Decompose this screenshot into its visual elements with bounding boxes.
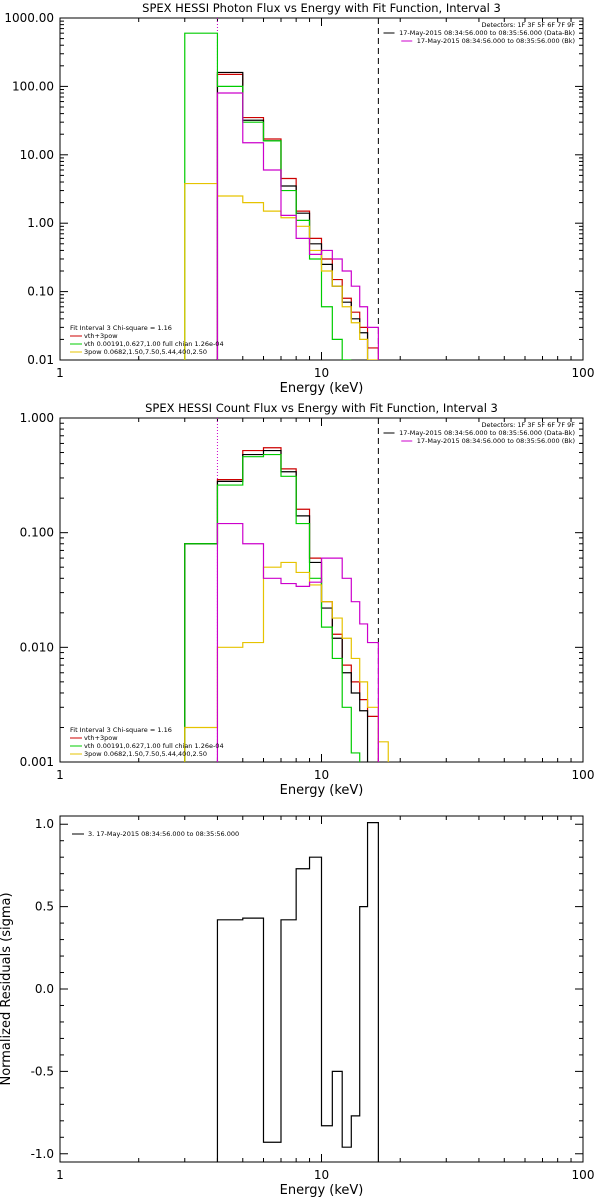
chart-panel-2: SPEX HESSI Count Flux vs Energy with Fit…	[20, 401, 595, 798]
series-1-step	[216, 821, 379, 1162]
legend-entry-3: vth 0.00191,0.627,1.00 full chian 1.26e-…	[84, 340, 224, 348]
x-tick-label: 1	[56, 1168, 64, 1182]
header-text-1: Detectors: 1F 3F 5F 6F 7F 9F	[481, 21, 575, 29]
y-axis-label: Normalized Residuals (sigma)	[0, 892, 14, 1085]
y-tick-label: -0.5	[31, 1064, 54, 1078]
chart-panel-3: 1 10 100 Energy (keV) -1.0 -0.5 0.0 0.5 1.0 Norma…	[0, 815, 595, 1198]
legend-entry-4: 3pow 0.0682,1.50,7.50,5.44,400,2.50	[84, 348, 207, 356]
plot-frame	[59, 17, 584, 361]
legend-entry-2: vth+3pow	[84, 332, 118, 340]
data-area	[216, 821, 379, 1162]
y-tick-label: -1.0	[31, 1147, 54, 1161]
data-area	[184, 18, 379, 360]
y-tick-label: 1.0	[35, 817, 54, 831]
series-3-step	[184, 32, 352, 360]
x-tick-label: 1	[56, 768, 64, 782]
data-area	[184, 418, 389, 762]
legend-entry-1: Fit Interval 3 Chi-square = 1.16	[70, 324, 172, 332]
header-text-3: 17-May-2015 08:34:56.000 to 08:35:56.000…	[417, 437, 575, 445]
series-1-step	[216, 73, 379, 360]
x-tick-label: 100	[572, 1168, 595, 1182]
y-tick-label: 0.001	[20, 755, 54, 769]
x-tick-label: 100	[572, 366, 595, 380]
x-tick-label: 10	[314, 366, 329, 380]
x-axis-label: Energy (keV)	[280, 1183, 364, 1198]
x-tick-label: 10	[314, 1168, 329, 1182]
series-4-step	[184, 561, 389, 762]
y-tick-label: 1.00	[27, 216, 54, 230]
y-tick-label: 0.01	[27, 353, 54, 367]
legend-entry-2: vth+3pow	[84, 734, 118, 742]
legend-entry-1: Fit Interval 3 Chi-square = 1.16	[70, 726, 172, 734]
x-tick-label: 1	[56, 366, 64, 380]
series-2-step	[216, 71, 369, 360]
chart-title: SPEX HESSI Count Flux vs Energy with Fit…	[145, 401, 498, 415]
header-text-1: Detectors: 1F 3F 5F 6F 7F 9F	[481, 421, 575, 429]
y-tick-label: 0.010	[20, 640, 54, 654]
y-tick-label: 1000.00	[4, 11, 54, 25]
header-text-2: 17-May-2015 08:34:56.000 to 08:35:56.000…	[399, 29, 575, 37]
series-2-step	[184, 449, 369, 762]
chart-panel-1: SPEX HESSI Photon Flux vs Energy with Fi…	[4, 1, 594, 396]
y-tick-label: 0.0	[35, 982, 54, 996]
x-tick-label: 100	[572, 768, 595, 782]
x-axis-label: Energy (keV)	[280, 381, 364, 396]
legend-entry-4: 3pow 0.0682,1.50,7.50,5.44,400,2.50	[84, 750, 207, 758]
y-tick-label: 0.100	[20, 526, 54, 540]
chart-title: SPEX HESSI Photon Flux vs Energy with Fi…	[142, 1, 501, 15]
series-5-step	[216, 522, 379, 762]
y-tick-label: 1.000	[20, 411, 54, 425]
y-tick-label: 0.10	[27, 285, 54, 299]
x-axis-label: Energy (keV)	[280, 783, 364, 798]
x-tick-label: 10	[314, 768, 329, 782]
series-5-step	[216, 92, 379, 360]
series-3-step	[184, 453, 361, 762]
y-tick-label: 100.00	[12, 79, 54, 93]
y-tick-label: 10.00	[20, 148, 54, 162]
y-tick-label: 0.5	[35, 900, 54, 914]
series-1-step	[184, 447, 379, 762]
legend-entry-1: 3. 17-May-2015 08:34:56.000 to 08:35:56.…	[88, 830, 239, 838]
header-text-2: 17-May-2015 08:34:56.000 to 08:35:56.000…	[399, 429, 575, 437]
legend-entry-3: vth 0.00191,0.627,1.00 full chian 1.26e-…	[84, 742, 224, 750]
header-text-3: 17-May-2015 08:34:56.000 to 08:35:56.000…	[417, 37, 575, 45]
